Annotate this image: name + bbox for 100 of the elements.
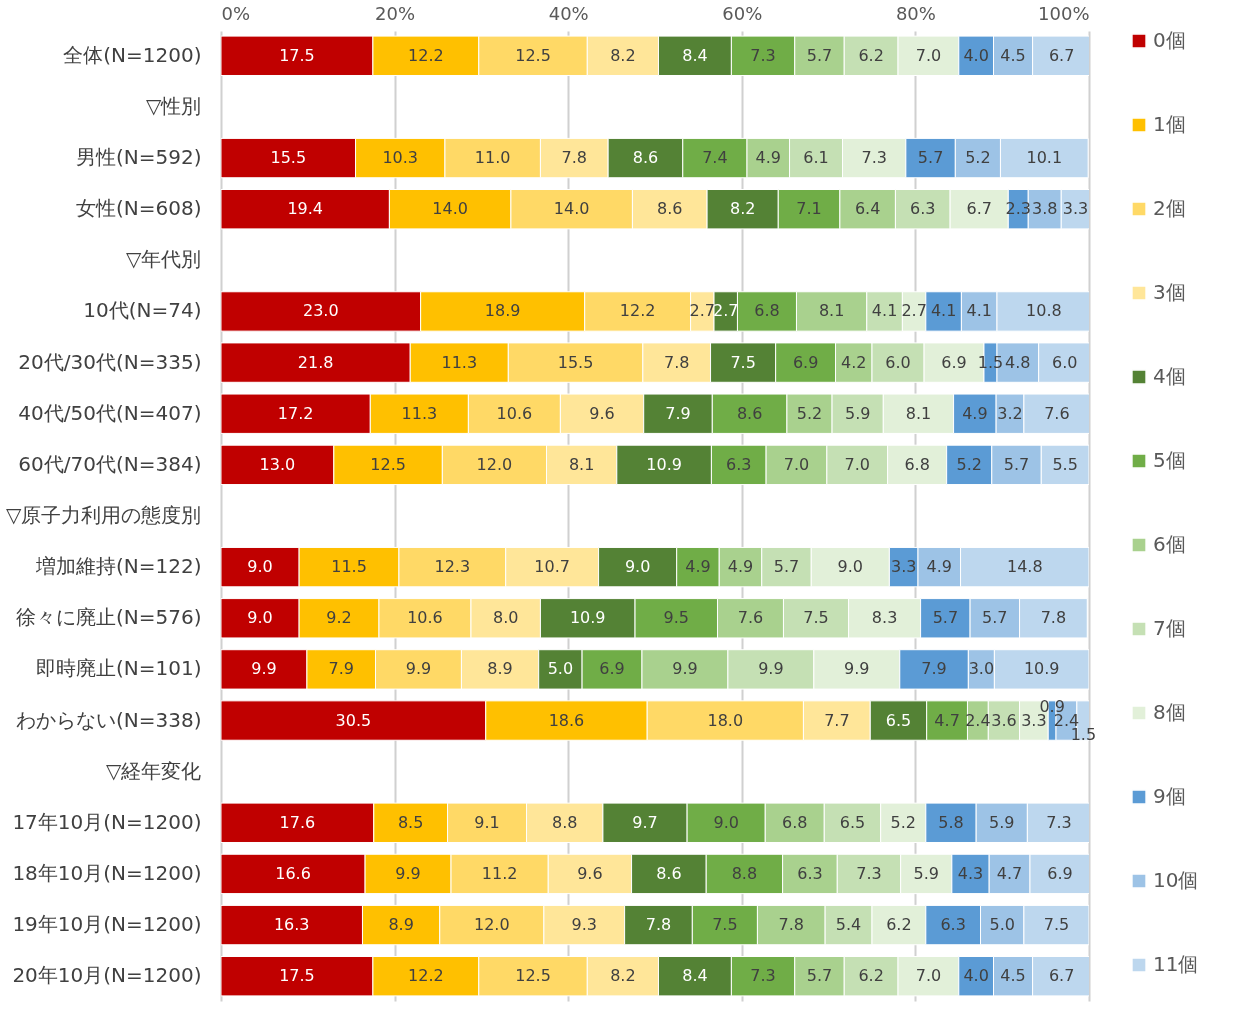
data-label: 4.2: [841, 352, 867, 372]
data-label: 7.1: [796, 199, 822, 219]
data-label: 8.1: [905, 403, 932, 423]
data-label: 8.9: [487, 659, 513, 679]
data-label: 5.9: [844, 403, 871, 423]
data-label: 8.5: [397, 812, 424, 832]
data-label: 8.2: [729, 199, 756, 219]
data-label: 5.7: [932, 608, 959, 628]
legend-label: 2個: [1153, 196, 1186, 220]
data-label: 9.7: [632, 812, 658, 832]
data-label: 7.0: [915, 45, 942, 65]
data-label: 7.8: [663, 352, 690, 372]
legend-label: 8個: [1153, 700, 1186, 724]
data-label: 16.6: [275, 863, 311, 883]
data-label: 9.9: [844, 659, 870, 679]
data-label: 3.2: [997, 403, 1023, 423]
data-label: 21.8: [297, 352, 334, 372]
data-label: 8.6: [657, 199, 683, 219]
data-label: 6.5: [885, 710, 912, 730]
x-tick-label: 100%: [1038, 2, 1090, 24]
data-label: 4.0: [963, 966, 989, 986]
data-label: 9.3: [571, 915, 597, 935]
data-label: 7.9: [328, 659, 354, 679]
x-tick-label: 20%: [375, 2, 416, 24]
data-label: 9.6: [589, 403, 615, 423]
data-label: 15.5: [557, 352, 594, 372]
data-label: 7.5: [1043, 915, 1070, 935]
y-tick-label: ▽性別: [146, 93, 202, 118]
y-tick-label: ▽原子力利用の態度別: [6, 503, 202, 527]
data-label: 6.8: [782, 812, 808, 832]
data-label: 7.3: [750, 966, 776, 986]
data-label: 8.0: [492, 608, 519, 628]
data-label: 7.9: [921, 659, 947, 679]
data-label: 6.5: [839, 812, 866, 832]
data-label: 7.5: [730, 352, 756, 372]
y-tick-label: ▽経年変化: [106, 758, 202, 783]
data-label: 2.7: [901, 301, 927, 321]
data-label: 7.8: [778, 915, 804, 935]
data-label: 12.0: [474, 915, 510, 935]
data-label: 5.7: [917, 148, 944, 168]
data-label: 5.2: [965, 148, 991, 168]
y-tick-label: 女性(N=608): [76, 196, 202, 221]
data-label: 10.9: [569, 608, 606, 628]
data-label: 14.0: [553, 199, 590, 219]
data-label: 4.1: [966, 301, 992, 321]
data-label: 5.9: [989, 812, 1015, 832]
data-label: 6.7: [1048, 45, 1075, 65]
data-label: 6.0: [1051, 352, 1078, 372]
x-tick-label: 60%: [722, 2, 763, 24]
data-label: 7.6: [1044, 403, 1070, 423]
data-label: 5.2: [890, 812, 916, 832]
data-label: 9.9: [395, 863, 421, 883]
data-label: 3.3: [1062, 199, 1089, 219]
legend-label: 5個: [1153, 448, 1186, 472]
data-label: 13.0: [259, 454, 296, 474]
data-label: 10.6: [496, 403, 533, 423]
data-label: 4.9: [755, 148, 781, 168]
data-label: 17.5: [279, 966, 315, 986]
data-label: 4.7: [934, 710, 960, 730]
data-label: 9.5: [663, 608, 689, 628]
y-tick-label: 20年10月(N=1200): [12, 963, 202, 988]
data-label: 4.9: [926, 557, 952, 577]
data-label: 14.0: [432, 199, 468, 219]
data-label: 8.3: [871, 608, 898, 628]
data-label: 12.5: [370, 454, 406, 474]
data-label: 9.0: [713, 812, 739, 832]
data-label: 9.9: [251, 659, 277, 679]
data-label: 9.0: [247, 608, 273, 628]
data-label: 12.5: [515, 45, 551, 65]
x-tick-label: 40%: [548, 2, 589, 24]
data-label: 6.9: [941, 352, 967, 372]
data-label: 11.3: [441, 352, 478, 372]
y-tick-label: ▽年代別: [126, 247, 202, 272]
legend-label: 3個: [1153, 280, 1186, 304]
data-label: 5.7: [982, 608, 1008, 628]
data-label: 6.2: [858, 966, 884, 986]
data-label: 8.9: [388, 915, 414, 935]
y-tick-label: 60代/70代(N=384): [18, 451, 202, 476]
data-label: 9.1: [474, 812, 500, 832]
data-label: 9.0: [624, 557, 651, 577]
data-label: 9.9: [758, 659, 784, 679]
data-label: 12.2: [408, 966, 444, 986]
data-label: 10.3: [382, 148, 419, 168]
y-tick-label: 40代/50代(N=407): [18, 400, 202, 425]
data-label: 9.2: [326, 608, 352, 628]
data-label: 10.8: [1026, 301, 1062, 321]
data-label: 12.3: [434, 557, 471, 577]
legend-label: 10個: [1153, 868, 1199, 892]
data-label: 6.0: [885, 352, 911, 372]
data-label: 7.0: [844, 454, 870, 474]
data-label: 10.1: [1026, 148, 1063, 168]
data-label: 8.8: [552, 812, 578, 832]
data-label: 9.9: [405, 659, 432, 679]
y-tick-label: 19年10月(N=1200): [12, 912, 202, 937]
y-tick-label: 徐々に廃止(N=576): [16, 605, 202, 630]
data-label: 8.4: [682, 966, 708, 986]
data-label: 8.6: [736, 403, 763, 423]
legend-label: 4個: [1153, 364, 1186, 388]
data-label: 7.3: [856, 863, 882, 883]
data-label: 5.0: [547, 659, 574, 679]
